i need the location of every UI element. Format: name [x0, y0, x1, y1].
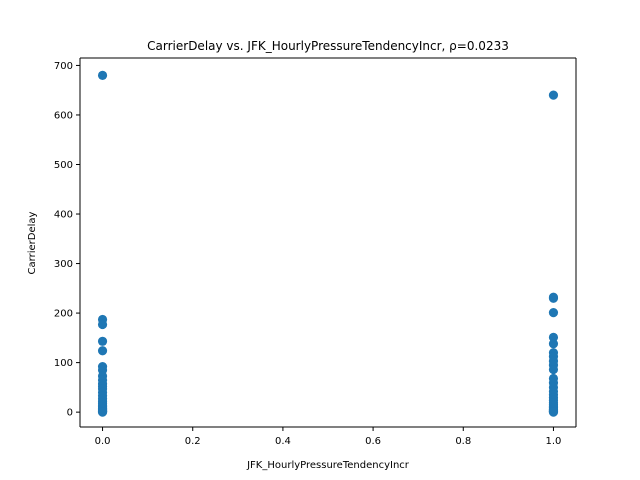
x-tick-label: 0.2: [185, 436, 201, 447]
data-point: [97, 346, 108, 356]
x-tick-label: 1.0: [545, 436, 561, 447]
data-point: [97, 319, 108, 330]
data-point: [548, 293, 559, 303]
x-axis-ticks: 0.0 0.2 0.4 0.6 0.8 1.0: [95, 427, 561, 447]
data-point: [97, 336, 108, 346]
data-point: [548, 307, 559, 318]
data-point: [548, 339, 559, 349]
plot-area: [80, 58, 576, 427]
y-tick-label: 400: [54, 210, 73, 221]
data-point: [548, 332, 559, 342]
x-tick-label: 0.0: [95, 436, 111, 447]
data-point: [97, 70, 108, 80]
x-axis-label: JFK_HourlyPressureTendencyIncr: [246, 460, 410, 471]
y-axis-ticks: 0 100 200 300 400 500 600 700: [54, 61, 80, 419]
x-tick-label: 0.6: [365, 436, 381, 447]
y-tick-label: 600: [54, 110, 73, 121]
data-point: [548, 407, 559, 417]
chart-title: CarrierDelay vs. JFK_HourlyPressureTende…: [147, 39, 509, 53]
y-tick-label: 500: [54, 160, 73, 171]
data-points: [97, 70, 559, 417]
y-tick-label: 700: [54, 61, 73, 72]
y-tick-label: 0: [67, 408, 73, 419]
data-point: [548, 364, 559, 375]
x-tick-label: 0.8: [455, 436, 471, 447]
y-tick-label: 300: [54, 259, 73, 270]
axes-frame: [79, 57, 577, 428]
y-tick-label: 200: [54, 309, 73, 320]
data-point: [548, 90, 559, 100]
x-tick-label: 0.4: [275, 436, 291, 447]
y-tick-label: 100: [54, 358, 73, 369]
y-axis-label: CarrierDelay: [27, 211, 38, 274]
data-point: [97, 407, 108, 417]
